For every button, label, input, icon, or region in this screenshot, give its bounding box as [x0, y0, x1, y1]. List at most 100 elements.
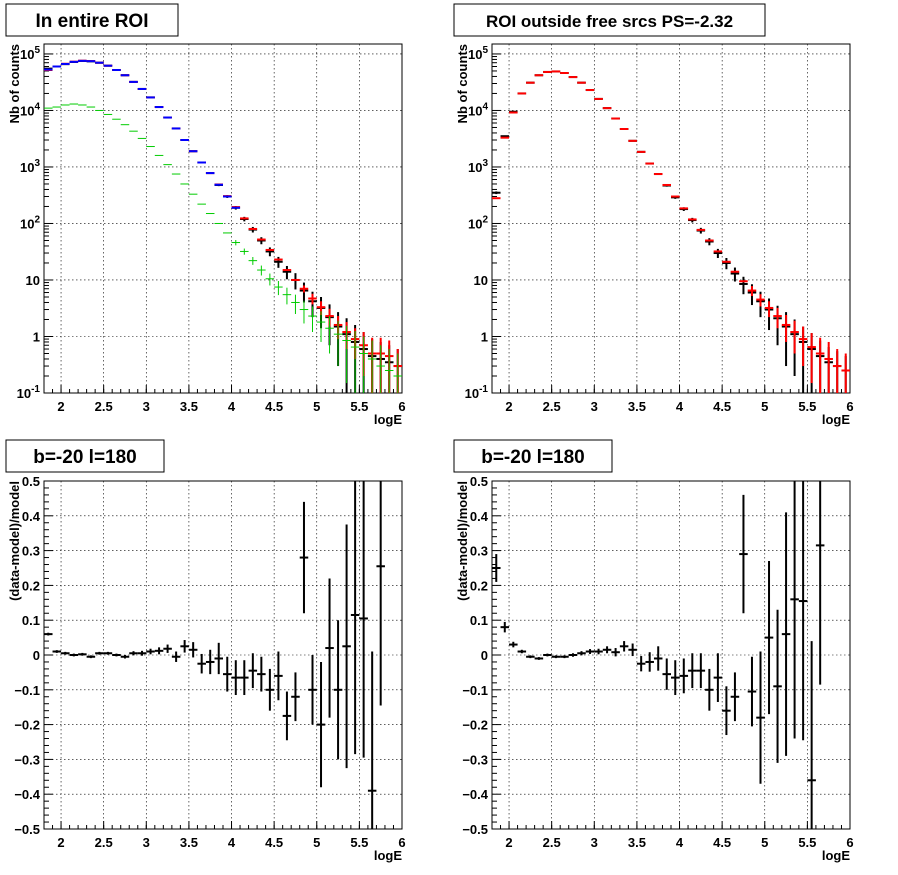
x-tick-label: 3.5	[180, 835, 198, 850]
data-point	[730, 267, 740, 282]
data-point	[240, 660, 249, 696]
panel-title: b=-20 l=180	[481, 447, 585, 468]
data-point	[316, 661, 326, 788]
chart-panel-4: 2 2.5 3 3.5 4 4.5 5 5.5 6 −0.5 −0.4 −0.3 −0.2 −0.1 0 0.…	[453, 439, 854, 863]
data-point	[350, 481, 360, 755]
data-point	[781, 512, 791, 756]
data-point	[69, 653, 79, 657]
x-tick-label: 4.5	[265, 399, 283, 414]
y-tick-label: 105	[20, 45, 40, 62]
data-point	[722, 257, 731, 270]
x-tick-label: 6	[398, 835, 405, 850]
x-tick-label: 3	[591, 399, 598, 414]
data-point	[274, 651, 283, 701]
x-tick-label: 4.5	[713, 835, 731, 850]
data-point	[645, 652, 654, 672]
data-point	[790, 481, 799, 739]
panel-title: ROI outside free srcs PS=-2.32	[486, 12, 733, 31]
data-point	[61, 651, 70, 655]
x-tick-label: 2.5	[543, 835, 561, 850]
data-point	[747, 656, 757, 727]
y-tick-label: 102	[20, 214, 40, 231]
y-tick-label: −0.5	[462, 822, 488, 837]
x-tick-label: 5	[761, 835, 768, 850]
data-point	[95, 651, 104, 655]
plot-frame	[491, 43, 851, 394]
data-point	[240, 248, 249, 255]
x-tick-label: 2	[57, 835, 64, 850]
data-point	[52, 650, 62, 653]
data-point	[154, 647, 164, 655]
data-point	[350, 331, 360, 393]
data-point	[231, 660, 241, 696]
data-point	[291, 672, 300, 722]
data-point	[509, 641, 518, 648]
data-point	[308, 306, 317, 333]
data-point	[257, 656, 266, 692]
x-tick-label: 5.5	[798, 835, 816, 850]
x-tick-label: 4	[228, 835, 236, 850]
data-point	[384, 349, 394, 393]
y-tick-label: 0.5	[22, 474, 40, 489]
data-point	[739, 276, 748, 295]
y-tick-label: 104	[20, 101, 40, 118]
data-point	[577, 651, 586, 656]
data-point	[705, 668, 714, 711]
y-tick-label: 0	[33, 648, 40, 663]
y-tick-label: 0.3	[22, 544, 40, 559]
data-point	[112, 653, 121, 657]
data-point	[376, 481, 385, 706]
x-tick-label: 4	[676, 399, 684, 414]
data-point	[308, 293, 317, 305]
data-point	[129, 651, 138, 656]
y-tick-label: 104	[468, 101, 488, 118]
x-tick-label: 4	[228, 399, 236, 414]
data-point	[248, 653, 258, 689]
data-point	[551, 655, 561, 659]
data-point	[274, 280, 283, 296]
x-tick-label: 5.5	[798, 399, 816, 414]
data-point	[299, 300, 309, 324]
x-tick-label: 4.5	[265, 835, 283, 850]
series-1	[44, 481, 385, 829]
chart-panel-1: 2 2.5 3 3.5 4 4.5 5 5.5 6 10-1 1 10 102 103 104 105 logE…	[5, 3, 406, 427]
y-axis-label: (data-model)/model	[7, 481, 22, 601]
plot-frame	[43, 480, 403, 830]
x-tick-label: 3.5	[628, 399, 646, 414]
x-tick-label: 5	[761, 399, 768, 414]
x-tick-label: 2	[505, 835, 512, 850]
data-point	[790, 320, 799, 354]
data-point	[773, 609, 782, 763]
data-point	[146, 648, 155, 655]
data-point	[359, 336, 368, 393]
y-tick-label: −0.3	[462, 752, 488, 767]
y-tick-label: 10	[26, 273, 40, 288]
y-tick-label: −0.1	[14, 683, 40, 698]
data-point	[492, 191, 501, 195]
data-point	[78, 652, 87, 656]
data-point	[756, 294, 765, 307]
y-tick-label: 0	[481, 648, 488, 663]
y-tick-label: 103	[468, 158, 488, 175]
series-2	[492, 70, 850, 393]
x-axis-label: logE	[822, 412, 850, 427]
y-tick-label: 1	[481, 329, 488, 344]
data-point	[214, 642, 223, 675]
data-point	[585, 649, 595, 654]
data-point	[163, 644, 172, 653]
y-tick-label: −0.2	[462, 718, 488, 733]
plot-frame	[43, 43, 403, 394]
data-point	[713, 653, 723, 702]
data-point	[223, 656, 232, 692]
x-tick-label: 3	[143, 399, 150, 414]
data-point	[325, 316, 334, 354]
data-point	[773, 307, 782, 329]
data-point	[815, 481, 825, 685]
data-point	[568, 653, 578, 657]
x-tick-label: 5	[313, 399, 320, 414]
data-point	[500, 135, 510, 138]
data-point	[376, 345, 385, 393]
x-tick-label: 6	[846, 399, 853, 414]
y-tick-label: 103	[20, 158, 40, 175]
y-axis-label: (data-model)/model	[455, 481, 470, 601]
